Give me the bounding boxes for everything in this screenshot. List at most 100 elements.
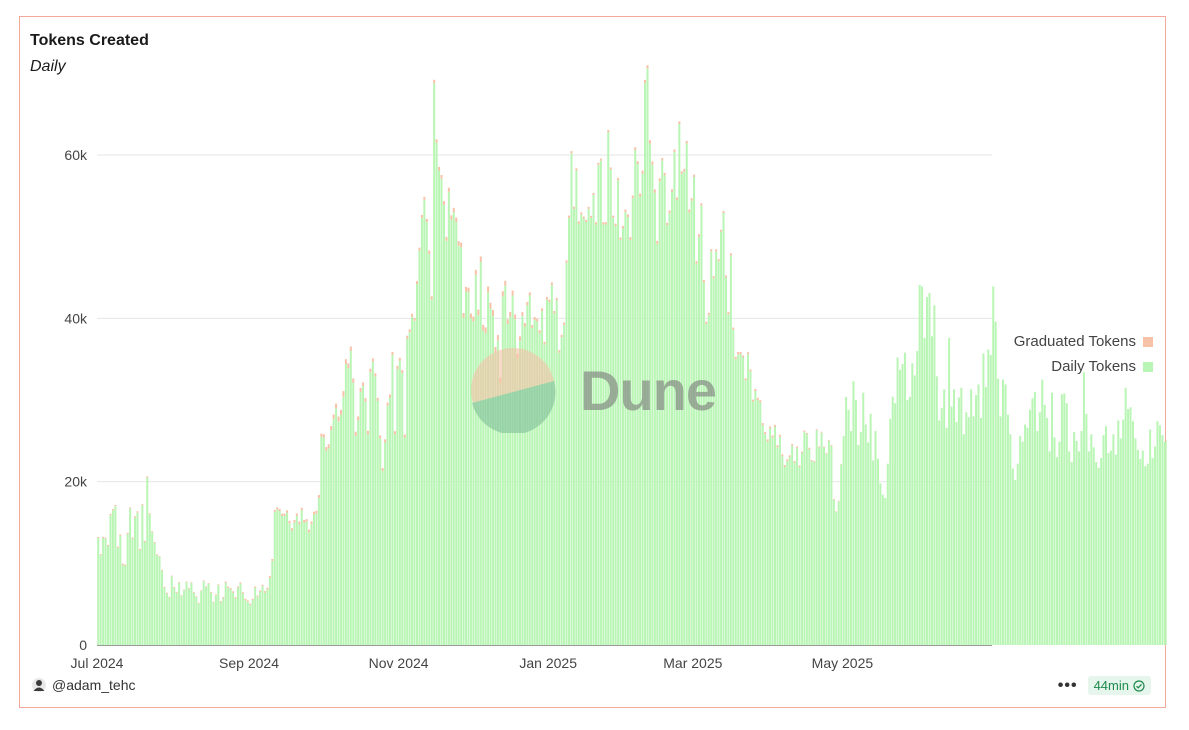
bar-daily-tokens[interactable] bbox=[1141, 450, 1144, 645]
bar-daily-tokens[interactable] bbox=[845, 396, 848, 645]
bar-daily-tokens[interactable] bbox=[933, 305, 936, 645]
bar-daily-tokens[interactable] bbox=[1011, 468, 1014, 645]
bar-graduated-tokens[interactable] bbox=[406, 335, 409, 339]
bar-daily-tokens[interactable] bbox=[805, 434, 808, 645]
bar-daily-tokens[interactable] bbox=[776, 447, 779, 645]
bar-graduated-tokens[interactable] bbox=[570, 151, 573, 154]
bar-graduated-tokens[interactable] bbox=[205, 586, 208, 588]
bar-daily-tokens[interactable] bbox=[545, 299, 548, 645]
bar-daily-tokens[interactable] bbox=[114, 506, 117, 645]
bar-daily-tokens[interactable] bbox=[663, 175, 666, 646]
bar-daily-tokens[interactable] bbox=[107, 546, 110, 645]
bar-daily-tokens[interactable] bbox=[415, 284, 418, 645]
bar-daily-tokens[interactable] bbox=[398, 360, 401, 645]
bar-daily-tokens[interactable] bbox=[957, 397, 960, 645]
bar-graduated-tokens[interactable] bbox=[467, 287, 470, 293]
bar-daily-tokens[interactable] bbox=[393, 434, 396, 645]
bar-graduated-tokens[interactable] bbox=[724, 275, 727, 278]
bar-graduated-tokens[interactable] bbox=[685, 140, 688, 144]
bar-graduated-tokens[interactable] bbox=[700, 203, 703, 206]
bar-graduated-tokens[interactable] bbox=[227, 586, 230, 588]
bar-graduated-tokens[interactable] bbox=[587, 206, 590, 209]
bar-graduated-tokens[interactable] bbox=[560, 334, 563, 338]
bar-daily-tokens[interactable] bbox=[749, 371, 752, 645]
bar-graduated-tokens[interactable] bbox=[442, 201, 445, 205]
bar-daily-tokens[interactable] bbox=[722, 212, 725, 646]
bar-graduated-tokens[interactable] bbox=[210, 592, 213, 593]
bar-daily-tokens[interactable] bbox=[894, 403, 897, 645]
bar-graduated-tokens[interactable] bbox=[357, 416, 360, 421]
bar-graduated-tokens[interactable] bbox=[494, 347, 497, 353]
bar-graduated-tokens[interactable] bbox=[129, 507, 132, 509]
bar-daily-tokens[interactable] bbox=[921, 286, 924, 645]
bar-daily-tokens[interactable] bbox=[1131, 421, 1134, 645]
bar-daily-tokens[interactable] bbox=[501, 296, 504, 645]
bar-daily-tokens[interactable] bbox=[259, 591, 262, 645]
bar-daily-tokens[interactable] bbox=[126, 533, 129, 645]
bar-daily-tokens[interactable] bbox=[430, 299, 433, 645]
bar-daily-tokens[interactable] bbox=[195, 596, 198, 645]
bar-graduated-tokens[interactable] bbox=[246, 600, 249, 602]
bar-daily-tokens[interactable] bbox=[389, 397, 392, 645]
bar-graduated-tokens[interactable] bbox=[671, 189, 674, 192]
bar-daily-tokens[interactable] bbox=[384, 442, 387, 645]
bar-graduated-tokens[interactable] bbox=[445, 236, 448, 241]
bar-daily-tokens[interactable] bbox=[455, 221, 458, 645]
legend-item-daily[interactable]: Daily Tokens bbox=[1014, 354, 1153, 379]
bar-graduated-tokens[interactable] bbox=[320, 433, 323, 437]
bar-graduated-tokens[interactable] bbox=[764, 432, 767, 435]
bar-daily-tokens[interactable] bbox=[646, 68, 649, 646]
bar-daily-tokens[interactable] bbox=[482, 330, 485, 645]
bar-daily-tokens[interactable] bbox=[644, 83, 647, 645]
bar-graduated-tokens[interactable] bbox=[773, 424, 776, 427]
bar-daily-tokens[interactable] bbox=[99, 555, 102, 645]
bar-daily-tokens[interactable] bbox=[617, 180, 620, 645]
bar-daily-tokens[interactable] bbox=[685, 143, 688, 645]
bar-graduated-tokens[interactable] bbox=[482, 324, 485, 331]
bar-graduated-tokens[interactable] bbox=[474, 269, 477, 276]
bar-daily-tokens[interactable] bbox=[960, 387, 963, 645]
bar-graduated-tokens[interactable] bbox=[366, 430, 369, 435]
bar-daily-tokens[interactable] bbox=[158, 556, 161, 645]
bar-daily-tokens[interactable] bbox=[889, 418, 892, 645]
bar-graduated-tokens[interactable] bbox=[518, 336, 521, 341]
bar-daily-tokens[interactable] bbox=[1092, 447, 1095, 645]
bar-daily-tokens[interactable] bbox=[266, 589, 269, 645]
bar-daily-tokens[interactable] bbox=[379, 438, 382, 645]
bar-daily-tokens[interactable] bbox=[178, 582, 181, 645]
bar-daily-tokens[interactable] bbox=[842, 435, 845, 645]
bar-daily-tokens[interactable] bbox=[192, 592, 195, 645]
bar-daily-tokens[interactable] bbox=[293, 522, 296, 646]
bar-graduated-tokens[interactable] bbox=[509, 311, 512, 317]
bar-daily-tokens[interactable] bbox=[180, 596, 183, 645]
bar-daily-tokens[interactable] bbox=[165, 593, 168, 645]
bar-daily-tokens[interactable] bbox=[1149, 429, 1152, 645]
bar-daily-tokens[interactable] bbox=[823, 447, 826, 645]
bar-daily-tokens[interactable] bbox=[411, 316, 414, 645]
bar-daily-tokens[interactable] bbox=[153, 542, 156, 645]
bar-graduated-tokens[interactable] bbox=[371, 358, 374, 362]
bar-daily-tokens[interactable] bbox=[1082, 372, 1085, 645]
bar-graduated-tokens[interactable] bbox=[460, 242, 463, 248]
bar-graduated-tokens[interactable] bbox=[710, 249, 713, 252]
bar-graduated-tokens[interactable] bbox=[702, 280, 705, 283]
bar-daily-tokens[interactable] bbox=[619, 239, 622, 645]
bar-daily-tokens[interactable] bbox=[386, 405, 389, 645]
bar-graduated-tokens[interactable] bbox=[430, 296, 433, 300]
bar-graduated-tokens[interactable] bbox=[563, 322, 566, 325]
bar-daily-tokens[interactable] bbox=[1139, 458, 1142, 645]
bar-graduated-tokens[interactable] bbox=[776, 445, 779, 448]
bar-graduated-tokens[interactable] bbox=[433, 79, 436, 84]
bar-graduated-tokens[interactable] bbox=[418, 247, 421, 251]
bar-daily-tokens[interactable] bbox=[160, 570, 163, 645]
bar-daily-tokens[interactable] bbox=[585, 221, 588, 645]
bar-daily-tokens[interactable] bbox=[460, 247, 463, 645]
bar-graduated-tokens[interactable] bbox=[447, 187, 450, 192]
bar-daily-tokens[interactable] bbox=[1156, 421, 1159, 645]
bar-daily-tokens[interactable] bbox=[987, 349, 990, 645]
bar-daily-tokens[interactable] bbox=[979, 417, 982, 645]
bar-graduated-tokens[interactable] bbox=[268, 576, 271, 579]
bar-graduated-tokens[interactable] bbox=[688, 209, 691, 213]
bar-daily-tokens[interactable] bbox=[837, 501, 840, 645]
bar-graduated-tokens[interactable] bbox=[712, 276, 715, 279]
